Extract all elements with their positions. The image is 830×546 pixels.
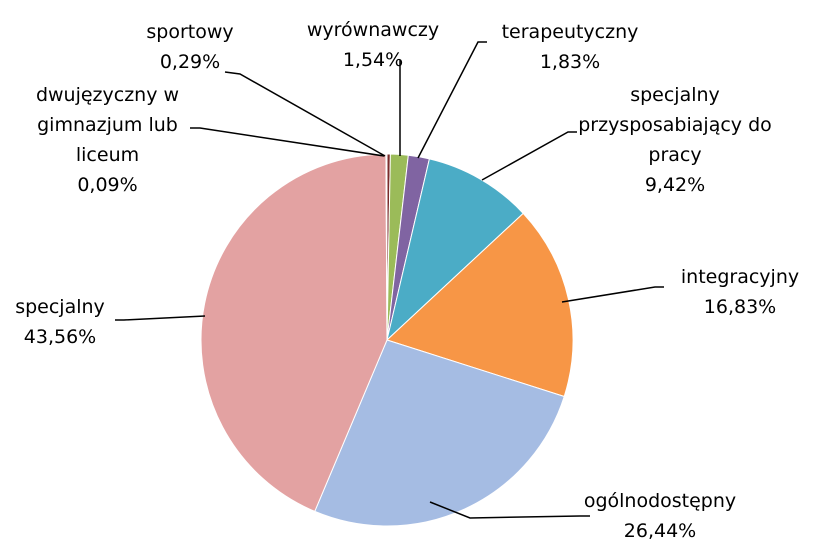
slice-label: sportowy 0,29% [140,17,240,77]
value-label: 1,54% [342,49,404,71]
pie-slice [314,339,565,527]
leader-lines [115,41,664,519]
slice-label: specjalny 43,56% [5,292,115,352]
leader-line [190,127,385,157]
slice-label: wyrównawczy 1,54% [283,15,463,75]
slice-label: dwujęzyczny w gimnazjum lub liceum 0,09% [5,80,210,200]
category-label: wyrównawczy [306,19,440,41]
value-label: 0,29% [159,51,221,73]
category-label: dwujęzyczny w gimnazjum lub liceum [35,84,180,166]
leader-line [417,41,487,159]
slice-label: integracyjny 16,83% [660,262,820,322]
value-label: 16,83% [703,296,777,318]
pie-slice [386,212,574,398]
leader-line [481,131,577,181]
leader-line [429,501,590,519]
category-label: specjalny [15,296,105,318]
pie-slice [200,153,388,513]
pie-slice [386,158,524,342]
slice-label: specjalny przysposabiający do pracy 9,42% [570,80,780,200]
category-label: terapeutyczny [501,21,639,43]
slices [200,153,574,527]
value-label: 43,56% [23,326,97,348]
value-label: 9,42% [644,174,706,196]
value-label: 26,44% [623,520,697,542]
category-label: specjalny przysposabiający do pracy [578,84,772,166]
leader-line [561,286,664,303]
category-label: ogólnodostępny [583,490,737,512]
leader-line [115,315,206,321]
value-label: 0,09% [77,174,138,196]
slice-label: terapeutyczny 1,83% [485,17,655,77]
leader-line [224,71,386,157]
slice-label: ogólnodostępny 26,44% [560,486,760,546]
category-label: sportowy [146,21,234,43]
value-label: 1,83% [539,51,601,73]
category-label: integracyjny [680,266,800,288]
pie-slice [385,153,388,341]
